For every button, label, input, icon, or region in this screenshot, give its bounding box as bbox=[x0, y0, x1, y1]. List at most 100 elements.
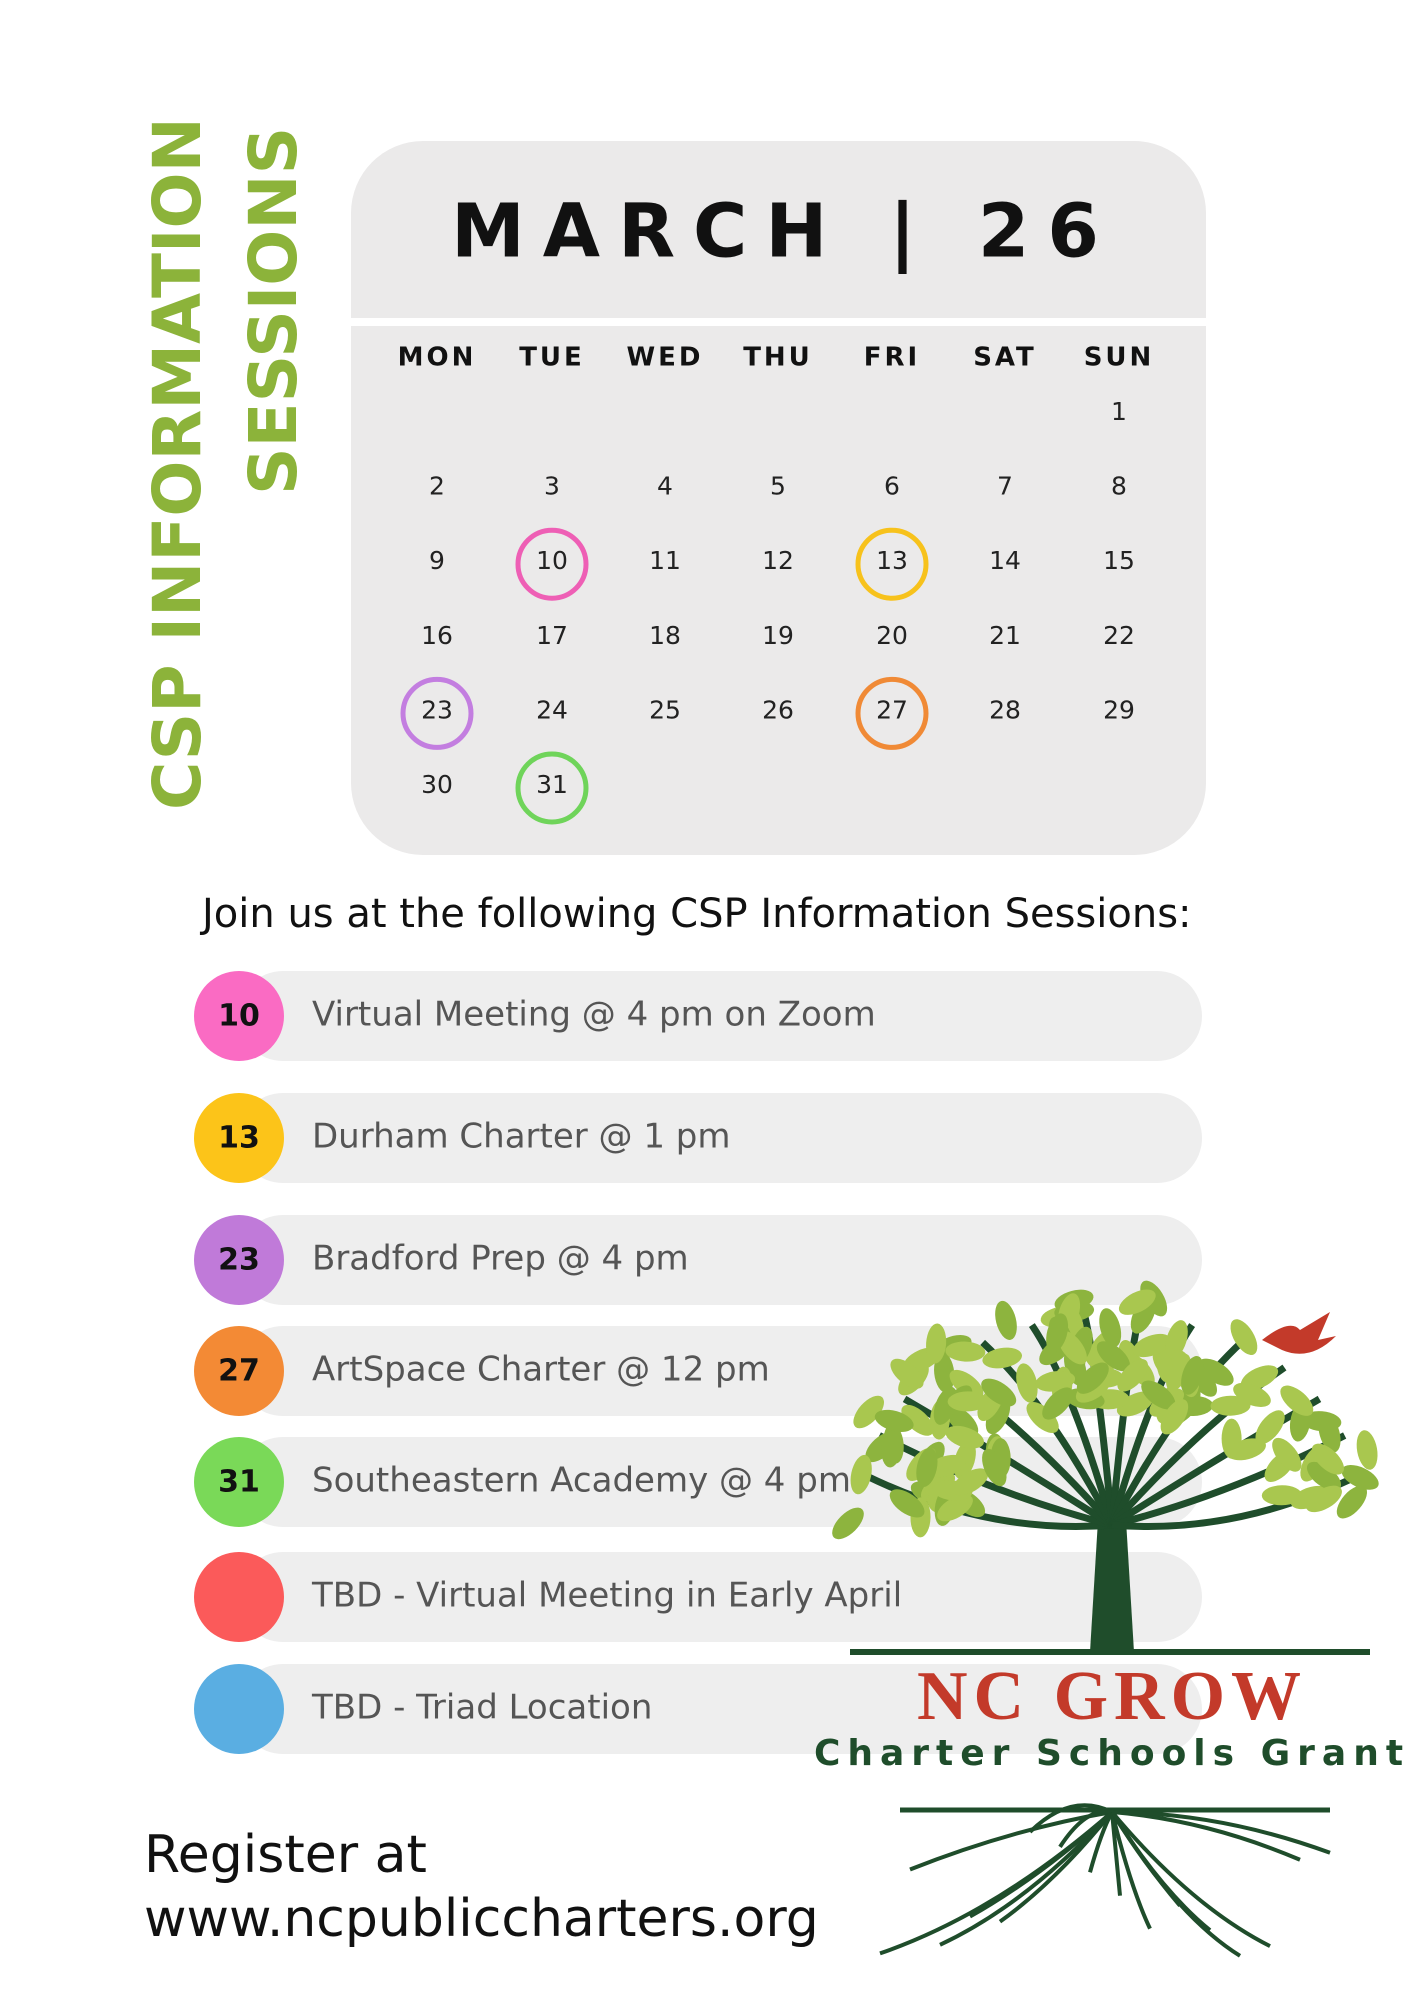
date: 2 bbox=[429, 472, 445, 501]
date: 26 bbox=[762, 695, 794, 724]
leaf bbox=[1280, 1385, 1314, 1416]
leaf bbox=[1035, 1370, 1076, 1392]
date: 8 bbox=[1111, 472, 1127, 501]
leaf bbox=[832, 1507, 864, 1540]
side-title: SESSIONS bbox=[235, 127, 312, 495]
date: 21 bbox=[989, 621, 1021, 650]
root bbox=[1110, 1810, 1242, 1958]
root bbox=[1088, 1811, 1114, 1873]
session-dot bbox=[194, 971, 284, 1061]
leaf bbox=[937, 1494, 973, 1522]
session-day: 23 bbox=[218, 1243, 260, 1278]
session-dot bbox=[194, 1437, 284, 1527]
register-label: Register at bbox=[144, 1825, 427, 1885]
date: 4 bbox=[657, 472, 673, 501]
leaf bbox=[1356, 1430, 1378, 1470]
leaf bbox=[995, 1300, 1017, 1340]
leaf bbox=[945, 1425, 984, 1449]
root bbox=[1110, 1811, 1152, 1930]
leaf bbox=[926, 1323, 947, 1364]
date: 19 bbox=[762, 621, 794, 650]
date: 16 bbox=[421, 621, 453, 650]
date: 15 bbox=[1103, 546, 1135, 575]
logo-tree bbox=[832, 1280, 1379, 1958]
session-dot bbox=[194, 1326, 284, 1416]
leaf bbox=[1076, 1362, 1109, 1394]
root bbox=[1111, 1810, 1331, 1855]
leaf bbox=[1305, 1485, 1342, 1513]
date: 10 bbox=[536, 546, 568, 575]
weekday: TUE bbox=[519, 343, 585, 373]
leaf bbox=[1116, 1391, 1154, 1417]
leaf bbox=[1341, 1465, 1379, 1490]
leaf bbox=[1181, 1356, 1204, 1395]
date: 1 bbox=[1111, 397, 1127, 426]
date: 5 bbox=[770, 472, 786, 501]
leaf bbox=[1255, 1410, 1285, 1445]
weekday: SAT bbox=[973, 343, 1037, 373]
session-text: TBD - Triad Location bbox=[311, 1688, 652, 1728]
date: 7 bbox=[997, 472, 1013, 501]
date: 17 bbox=[536, 621, 568, 650]
leaf bbox=[850, 1454, 872, 1495]
leaf bbox=[982, 1448, 1007, 1487]
leaf bbox=[1306, 1461, 1342, 1491]
leaf bbox=[916, 1447, 938, 1487]
date: 6 bbox=[884, 472, 900, 501]
session-day: 10 bbox=[218, 999, 260, 1034]
session-text: Bradford Prep @ 4 pm bbox=[312, 1239, 689, 1279]
date: 23 bbox=[421, 695, 453, 724]
date-ring bbox=[515, 527, 589, 601]
date-ring bbox=[855, 527, 929, 601]
date-ring bbox=[515, 751, 589, 825]
register-url: www.ncpubliccharters.org bbox=[144, 1889, 819, 1949]
date: 3 bbox=[544, 472, 560, 501]
date: 22 bbox=[1103, 621, 1135, 650]
root bbox=[1058, 1809, 1113, 1848]
session-pill bbox=[238, 1552, 1202, 1642]
session-pill bbox=[238, 1215, 1202, 1305]
leaf bbox=[982, 1347, 1023, 1369]
leaf bbox=[1099, 1308, 1122, 1348]
session-text: ArtSpace Charter @ 12 pm bbox=[312, 1350, 770, 1390]
leaf bbox=[1141, 1380, 1176, 1410]
leaf bbox=[889, 1489, 925, 1518]
leaf bbox=[1117, 1359, 1149, 1392]
calendar-divider bbox=[351, 318, 1206, 326]
leaf bbox=[853, 1395, 885, 1429]
root bbox=[939, 1810, 1114, 1947]
trunk bbox=[1090, 1520, 1134, 1652]
date: 24 bbox=[536, 695, 568, 724]
logo-name: NC GROW bbox=[917, 1658, 1307, 1735]
date-ring bbox=[855, 676, 929, 750]
bird bbox=[1262, 1312, 1336, 1354]
weekday: SUN bbox=[1084, 343, 1155, 373]
leaf bbox=[1096, 1341, 1131, 1372]
intro: Join us at the following CSP Information… bbox=[199, 891, 1192, 937]
date: 28 bbox=[989, 695, 1021, 724]
session-dot bbox=[194, 1552, 284, 1642]
session-day: 13 bbox=[218, 1121, 260, 1156]
leaf bbox=[1210, 1395, 1251, 1416]
leaf bbox=[1046, 1313, 1069, 1353]
weekday: WED bbox=[626, 343, 703, 373]
session-text: Virtual Meeting @ 4 pm on Zoom bbox=[312, 995, 876, 1035]
session-text: Durham Charter @ 1 pm bbox=[312, 1117, 731, 1157]
leaf bbox=[1160, 1399, 1189, 1435]
weekday: THU bbox=[743, 343, 813, 373]
branch bbox=[1028, 1323, 1116, 1526]
session-pill bbox=[238, 1664, 1202, 1754]
date: 30 bbox=[421, 770, 453, 799]
root bbox=[1110, 1810, 1271, 1948]
leaf bbox=[1227, 1438, 1266, 1461]
leaf bbox=[952, 1468, 989, 1496]
date: 12 bbox=[762, 546, 794, 575]
leaf bbox=[901, 1404, 934, 1436]
session-dot bbox=[194, 1664, 284, 1754]
calendar-title: MARCH | 26 bbox=[451, 189, 1117, 275]
root bbox=[1028, 1803, 1113, 1834]
date: 14 bbox=[989, 546, 1021, 575]
leaf bbox=[1026, 1402, 1059, 1433]
